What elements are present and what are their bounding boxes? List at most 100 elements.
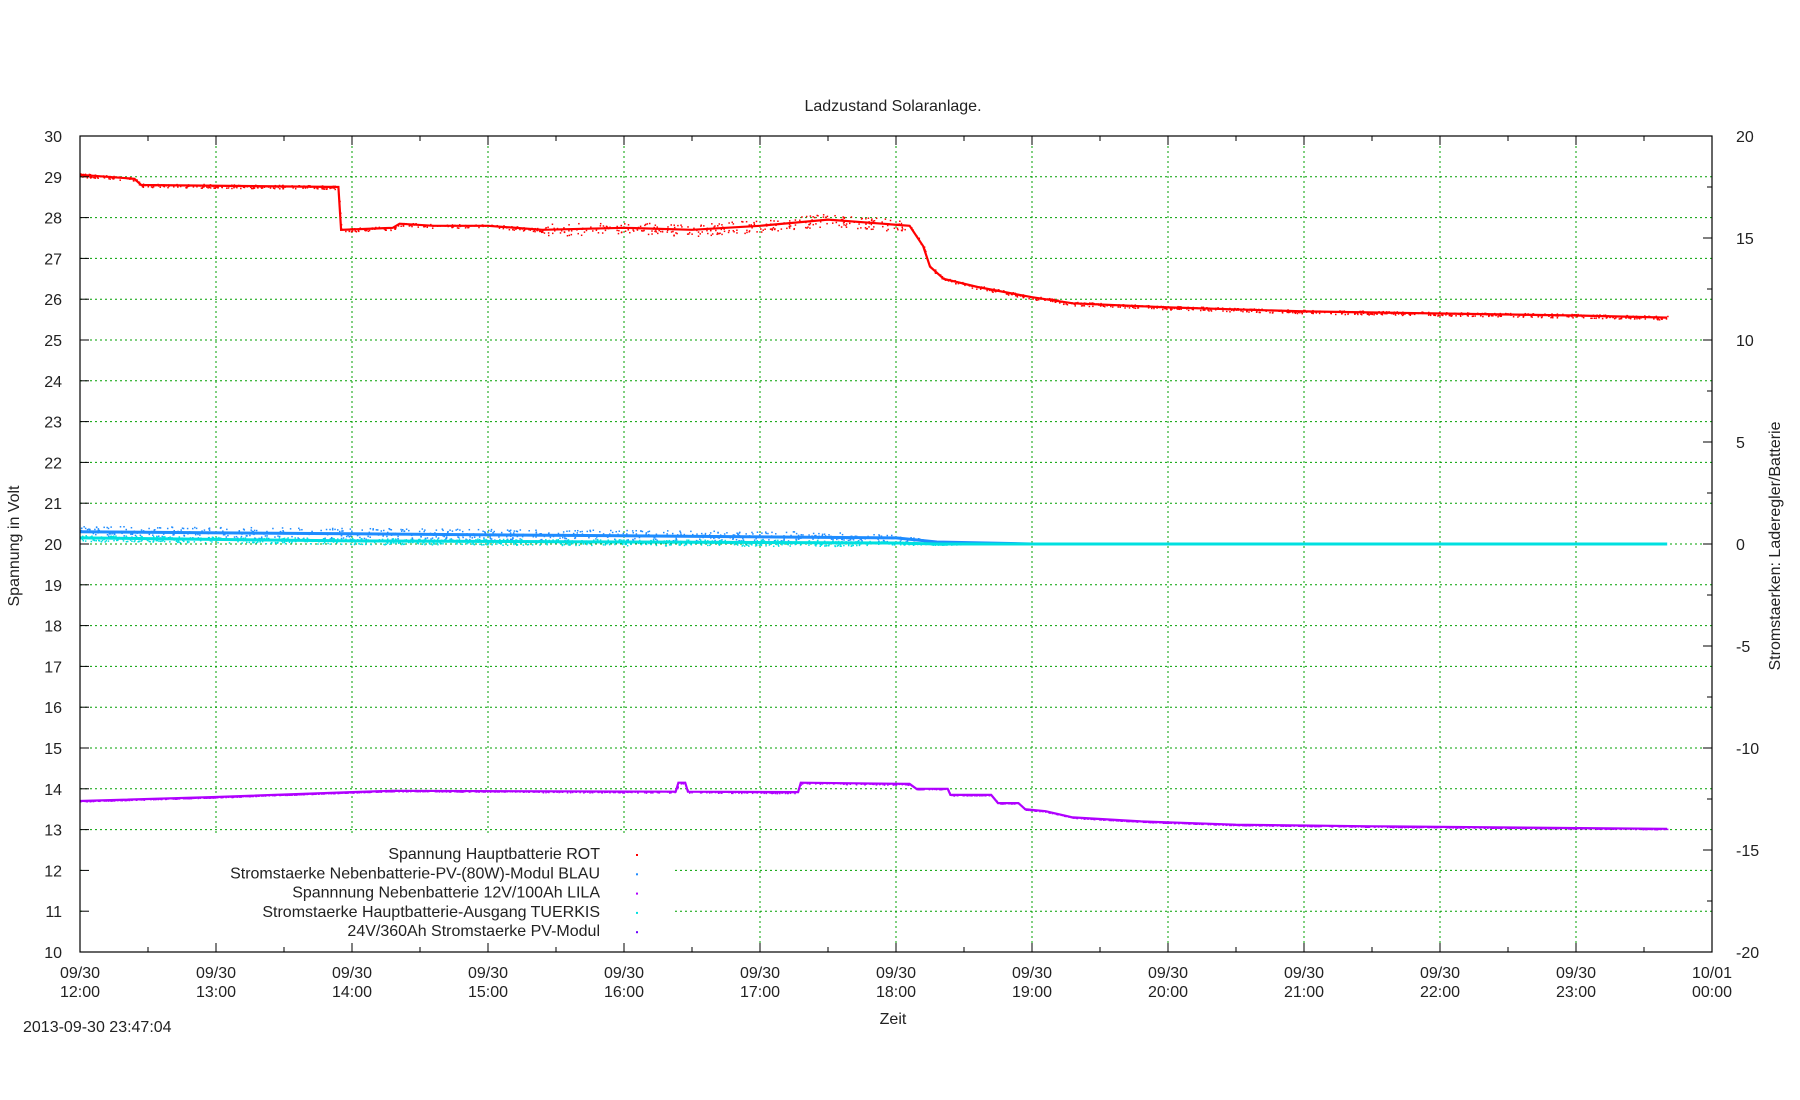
data-point [317,543,319,545]
data-point [845,223,848,225]
data-point [719,232,721,235]
data-point [886,229,888,232]
data-point [875,217,878,220]
data-point [365,538,367,541]
data-point [440,542,443,545]
data-point [604,229,607,232]
data-point [322,542,325,545]
data-point [806,227,808,229]
data-point [259,541,261,543]
data-point [1455,315,1457,317]
data-point [182,527,185,530]
data-point [666,231,669,233]
data-point [458,536,460,539]
data-point [681,226,683,228]
y2-tick-label: 15 [1736,231,1754,248]
data-point [742,539,745,541]
data-point [971,287,974,289]
y-tick-label: 24 [44,374,62,391]
data-point [708,792,711,794]
data-point [450,538,453,540]
series-2 [79,781,1669,831]
data-point [253,541,255,544]
data-point [802,534,804,536]
data-point [751,531,753,534]
data-point [297,537,299,539]
data-point [549,536,552,539]
data-point [134,540,136,542]
legend-background [82,836,672,946]
data-point [865,223,867,225]
data-point [624,543,627,546]
data-point [1080,305,1083,307]
data-point [1164,307,1167,310]
data-point [355,230,358,233]
data-point [868,226,870,228]
data-point [558,791,560,794]
data-point [516,544,518,546]
data-point [553,227,555,230]
data-point [215,536,218,539]
data-point [751,227,753,229]
data-point [468,226,470,229]
data-point [116,539,118,542]
data-point [309,543,312,545]
data-point [846,783,848,786]
x-tick-date: 09/30 [1556,965,1596,982]
x-tick-date: 09/30 [1284,965,1324,982]
data-point [819,543,822,545]
data-point [1551,316,1553,318]
data-point [912,544,915,546]
data-point [110,526,112,528]
data-point [347,534,349,537]
data-point [645,792,648,794]
data-point [499,542,501,544]
data-point [913,537,915,539]
data-point [1653,318,1655,320]
data-point [1226,310,1228,313]
data-point [200,187,203,189]
data-point [1166,308,1168,311]
data-point [783,539,785,541]
data-point [465,538,467,541]
data-point [767,532,769,535]
x-tick-time: 14:00 [332,984,372,1001]
data-point [1054,301,1057,304]
data-point [547,226,549,229]
data-point [109,178,111,180]
y2-tick-label: -5 [1736,639,1750,656]
data-point [677,224,679,227]
data-point [342,537,345,539]
data-point [201,187,204,189]
data-point [733,543,736,546]
data-point [489,537,492,540]
data-point [748,545,750,547]
data-point [522,230,525,232]
data-point [1551,315,1554,318]
y-tick-label: 25 [44,333,62,350]
data-point [771,229,774,231]
data-point [723,230,726,233]
data-point [364,229,366,232]
data-point [894,784,897,786]
data-point [393,542,395,544]
data-point [614,539,617,541]
data-point [133,180,135,182]
data-point [227,187,230,189]
data-point [760,228,762,230]
data-point [394,227,396,229]
data-point [514,542,517,544]
data-point [773,540,776,542]
data-point [622,792,624,794]
data-point [208,186,211,189]
data-point [1400,313,1403,315]
data-point [720,228,723,231]
data-point [955,283,957,285]
y-tick-label: 17 [44,659,62,676]
data-point [740,540,742,542]
data-point [588,542,591,545]
data-point [1595,317,1597,320]
data-point [697,235,700,237]
y-tick-label: 20 [44,537,62,554]
data-point [227,534,229,537]
